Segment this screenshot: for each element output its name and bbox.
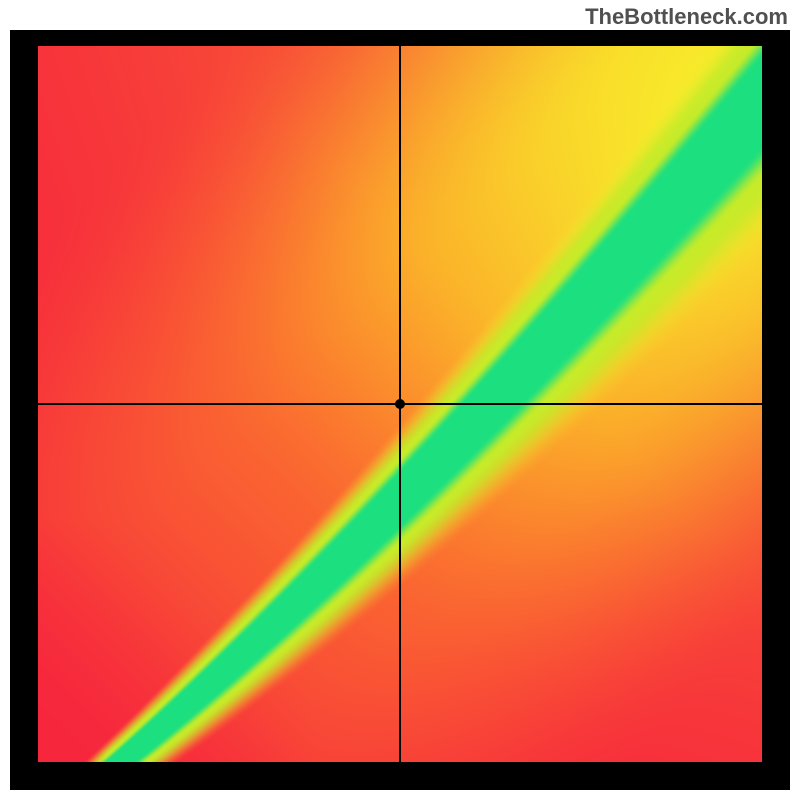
plot-data-area [38, 46, 762, 762]
attribution-text: TheBottleneck.com [585, 4, 788, 30]
plot-outer-frame [10, 30, 790, 790]
chart-container: TheBottleneck.com [0, 0, 800, 800]
heatmap-canvas [38, 46, 762, 762]
